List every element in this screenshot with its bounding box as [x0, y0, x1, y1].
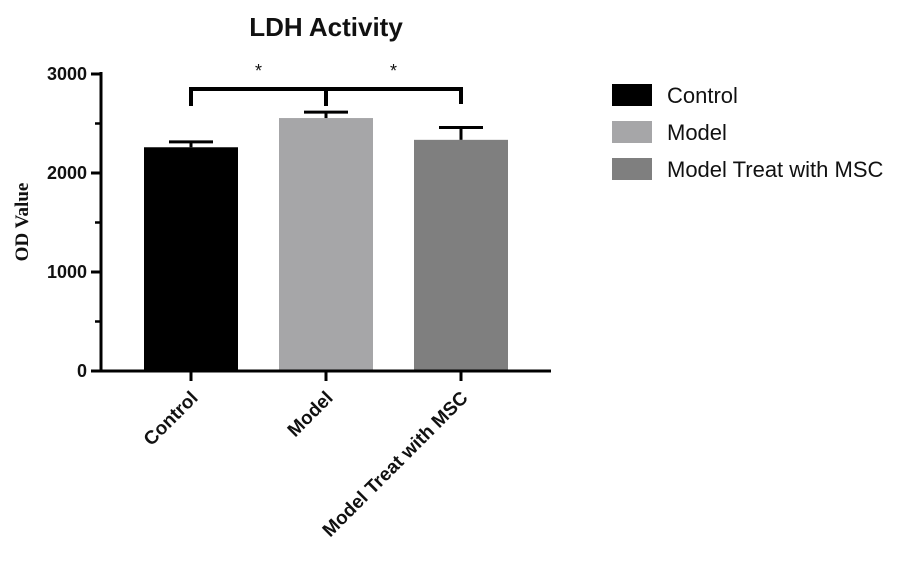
y-tick-label: 1000	[47, 262, 87, 282]
bar-control	[144, 147, 238, 371]
x-tick-label: Control	[140, 388, 203, 451]
legend-swatch	[612, 84, 652, 106]
legend-swatch	[612, 158, 652, 180]
significance-label: *	[255, 61, 262, 81]
legend-swatch	[612, 121, 652, 143]
legend: Control Model Model Treat with MSC	[612, 83, 884, 182]
significance-bracket	[189, 87, 328, 106]
legend-label: Model Treat with MSC	[667, 157, 884, 182]
y-tick-label: 0	[77, 361, 87, 381]
x-tick-label: Model Treat with MSC	[319, 387, 473, 541]
significance-bracket	[324, 87, 463, 104]
chart-title: LDH Activity	[249, 12, 403, 42]
y-tick-label: 2000	[47, 163, 87, 183]
legend-label: Model	[667, 120, 727, 145]
y-axis-label: OD Value	[12, 183, 33, 262]
bar-model	[279, 118, 373, 372]
x-tick-label: Model	[284, 388, 338, 442]
bar-model-treat-with-msc	[414, 139, 508, 371]
legend-label: Control	[667, 83, 738, 108]
significance-label: *	[390, 61, 397, 81]
y-tick-label: 3000	[47, 64, 87, 84]
